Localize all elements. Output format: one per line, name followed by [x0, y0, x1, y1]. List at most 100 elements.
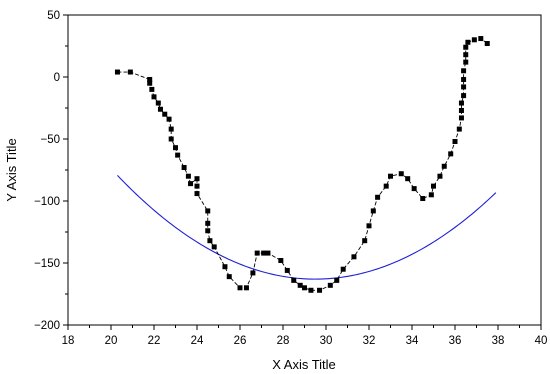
data-point [297, 282, 303, 288]
data-point [166, 116, 172, 122]
data-point [405, 176, 411, 182]
data-point [284, 267, 290, 273]
y-tick-label: 0 [54, 72, 60, 84]
x-tick-label: 30 [320, 335, 333, 347]
data-point [478, 36, 484, 42]
data-point [452, 138, 458, 144]
data-point [291, 277, 297, 283]
data-point [428, 192, 434, 198]
data-point [147, 76, 153, 82]
x-tick-label: 18 [62, 335, 75, 347]
data-point [334, 277, 340, 283]
data-point [254, 250, 260, 256]
plot-area [114, 36, 497, 293]
data-point [181, 165, 187, 171]
x-tick-label: 40 [535, 335, 548, 347]
data-point [370, 208, 376, 214]
data-point [340, 266, 346, 272]
y-tick-label: −150 [34, 258, 60, 270]
x-tick-label: 34 [406, 335, 419, 347]
data-point [222, 264, 228, 270]
x-tick-label: 22 [148, 335, 161, 347]
data-point [205, 228, 211, 234]
data-point [162, 111, 168, 117]
y-tick-label: −50 [40, 134, 60, 146]
data-point [383, 183, 389, 189]
data-point [441, 163, 447, 169]
data-point [437, 173, 443, 179]
data-point [302, 285, 307, 291]
data-point [237, 285, 243, 291]
x-tick-label: 20 [105, 335, 118, 347]
data-point [185, 173, 191, 179]
data-point [327, 282, 333, 288]
x-tick-label: 28 [277, 335, 290, 347]
fit-curve-line [117, 175, 497, 280]
data-point [226, 274, 232, 280]
data-point [448, 151, 454, 157]
x-tick-label: 32 [363, 335, 376, 347]
data-point [388, 173, 393, 179]
data-point [155, 100, 161, 106]
data-point [188, 181, 194, 187]
data-point [194, 191, 200, 197]
data-point [458, 115, 464, 121]
data-point [461, 93, 467, 99]
data-point [484, 41, 490, 47]
data-point [205, 220, 211, 226]
data-point [411, 186, 417, 192]
x-axis-title: X Axis Title [272, 357, 336, 372]
data-point [471, 37, 477, 43]
data-point [362, 238, 368, 244]
data-point [261, 250, 267, 256]
data-point [461, 68, 467, 74]
data-point [461, 84, 467, 90]
x-tick-label: 24 [191, 335, 204, 347]
data-point [420, 196, 426, 202]
y-axis-title: Y Axis Title [4, 138, 19, 201]
data-point [463, 44, 469, 50]
data-point [465, 39, 471, 45]
data-point [243, 285, 249, 291]
data-point [366, 223, 372, 229]
data-point [207, 238, 213, 244]
data-point [211, 244, 217, 250]
data-point [278, 258, 284, 264]
data-point [463, 52, 469, 58]
data-point [157, 106, 163, 112]
data-point [458, 100, 464, 106]
data-point [351, 254, 357, 260]
data-point [149, 86, 155, 92]
data-point [265, 250, 271, 256]
x-tick-label: 38 [492, 335, 505, 347]
data-point [151, 94, 157, 100]
x-tick-label: 26 [234, 335, 247, 347]
data-point [168, 126, 174, 132]
data-point [458, 107, 464, 113]
data-point [205, 208, 211, 214]
data-point [375, 194, 381, 200]
data-point [114, 69, 120, 75]
data-point [456, 126, 462, 132]
data-point [250, 270, 256, 276]
data-point [168, 136, 174, 142]
data-point [431, 183, 436, 189]
data-point [175, 152, 181, 158]
data-point [463, 59, 469, 65]
y-tick-label: −100 [34, 196, 60, 208]
data-point [308, 287, 314, 293]
data-point [173, 145, 178, 151]
y-tick-label: −200 [34, 320, 60, 332]
data-point [147, 80, 153, 86]
data-point [194, 176, 200, 182]
x-tick-label: 36 [449, 335, 462, 347]
data-point [398, 171, 404, 177]
y-tick-label: 50 [47, 10, 60, 22]
data-point [194, 183, 200, 189]
data-point [461, 76, 467, 82]
data-point [317, 287, 323, 293]
axes: 18 20 22 24 26 28 30 32 34 36 38 40 50 0 −50 −100 −150 −2… [34, 10, 547, 347]
data-point [127, 69, 133, 75]
